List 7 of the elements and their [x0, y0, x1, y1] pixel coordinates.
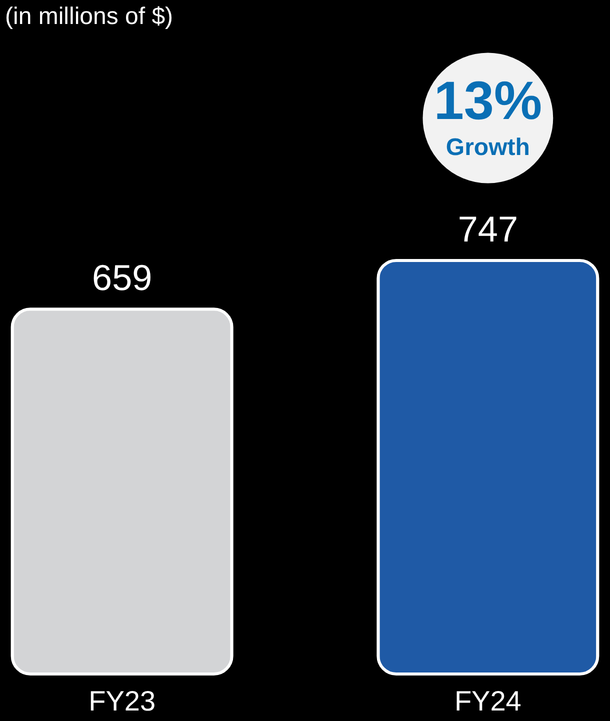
text: Growth — [446, 134, 530, 161]
x-tick-label: FY24 — [454, 686, 522, 716]
x-tick-label: FY23 — [88, 686, 156, 716]
data-label: 747 — [458, 208, 518, 250]
chart-subtitle: (in millions of $) — [5, 3, 174, 30]
text: 13% — [434, 71, 542, 131]
data-label: 659 — [92, 257, 152, 298]
